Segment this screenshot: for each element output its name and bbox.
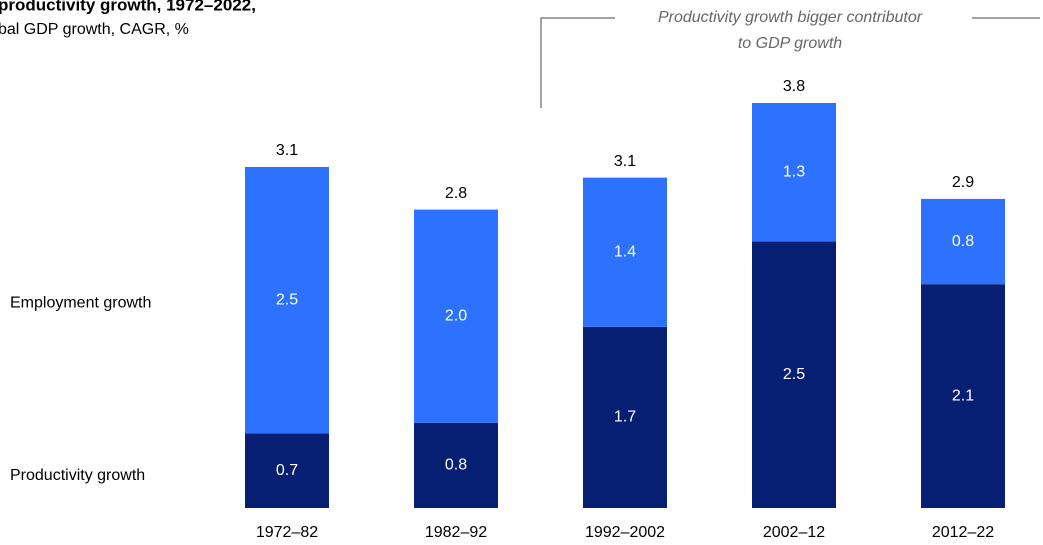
value-label: 2.1 — [952, 387, 974, 404]
value-label: 1.4 — [614, 243, 636, 260]
value-label: 2.5 — [783, 366, 805, 383]
bar-segment — [752, 241, 836, 509]
bar-segment — [583, 326, 667, 508]
value-label: 0.7 — [276, 462, 298, 479]
annotation: to GDP growth — [738, 35, 842, 52]
annotation-bracket — [540, 17, 615, 108]
total-label: 3.1 — [614, 153, 636, 170]
total-label: 3.8 — [783, 78, 805, 95]
bar-segment — [245, 433, 329, 508]
bar-segment — [921, 198, 1005, 285]
bar-segment — [245, 166, 329, 434]
bar-segment — [752, 103, 836, 242]
value-label: 2.5 — [276, 291, 298, 308]
value-label: 1.7 — [614, 409, 636, 426]
value-label: 0.8 — [952, 233, 974, 250]
value-label: 2.0 — [445, 307, 467, 324]
x-tick-label: 2012–22 — [932, 524, 994, 541]
bar-segment — [583, 177, 667, 327]
bar-segment — [414, 209, 498, 423]
x-tick-label: 1992–2002 — [585, 524, 665, 541]
x-tick-label: 1982–92 — [425, 524, 487, 541]
x-tick-label: 1972–82 — [256, 524, 318, 541]
chart-subtitle: bal GDP growth, CAGR, % — [0, 21, 189, 38]
legend-label: Employment growth — [10, 294, 151, 311]
total-label: 2.9 — [952, 174, 974, 191]
chart-title: productivity growth, 1972–2022, — [0, 0, 256, 14]
value-label: 1.3 — [783, 163, 805, 180]
total-label: 3.1 — [276, 142, 298, 159]
x-tick-label: 2002–12 — [763, 524, 825, 541]
total-label: 2.8 — [445, 185, 467, 202]
annotation: Productivity growth bigger contributor — [658, 9, 923, 26]
bar-segment — [414, 422, 498, 508]
bar-segment — [921, 284, 1005, 508]
value-label: 0.8 — [445, 457, 467, 474]
legend-label: Productivity growth — [10, 467, 145, 484]
